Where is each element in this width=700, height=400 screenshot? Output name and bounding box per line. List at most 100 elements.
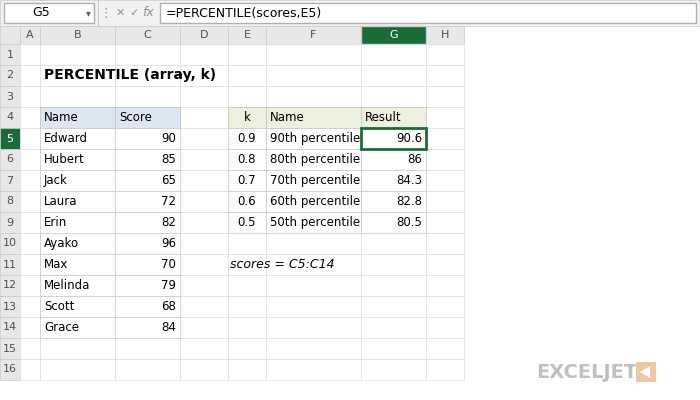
- Bar: [0, 65, 20, 86]
- Bar: [115, 107, 180, 128]
- Bar: [0, 212, 20, 233]
- Bar: [115, 275, 180, 296]
- Text: Name: Name: [44, 111, 78, 124]
- Bar: [40, 107, 115, 128]
- Text: 90.6: 90.6: [396, 132, 422, 145]
- Text: H: H: [441, 30, 449, 40]
- Text: ✕: ✕: [116, 8, 125, 18]
- Bar: [266, 128, 361, 149]
- Bar: [115, 317, 180, 338]
- Bar: [426, 86, 464, 107]
- Bar: [361, 107, 426, 128]
- Text: A: A: [26, 30, 34, 40]
- Text: 96: 96: [161, 237, 176, 250]
- Bar: [361, 44, 426, 65]
- Bar: [0, 26, 20, 44]
- Text: ✓: ✓: [130, 8, 139, 18]
- Text: 68: 68: [161, 300, 176, 313]
- Bar: [115, 65, 180, 86]
- Bar: [115, 26, 180, 44]
- Bar: [40, 149, 115, 170]
- Bar: [426, 107, 464, 128]
- Bar: [40, 296, 115, 317]
- Bar: [40, 191, 115, 212]
- Bar: [266, 254, 361, 275]
- Bar: [180, 65, 228, 86]
- Bar: [426, 359, 464, 380]
- Bar: [180, 149, 228, 170]
- Bar: [0, 254, 20, 275]
- Bar: [40, 128, 115, 149]
- Bar: [40, 212, 115, 233]
- Text: k: k: [244, 111, 251, 124]
- Text: 85: 85: [161, 153, 176, 166]
- Bar: [20, 275, 40, 296]
- Bar: [180, 86, 228, 107]
- Bar: [228, 338, 266, 359]
- Bar: [228, 359, 266, 380]
- Bar: [20, 107, 40, 128]
- Bar: [20, 149, 40, 170]
- Bar: [426, 44, 464, 65]
- Bar: [426, 128, 464, 149]
- Bar: [0, 107, 20, 128]
- Text: 11: 11: [3, 260, 17, 270]
- Bar: [266, 359, 361, 380]
- Bar: [40, 191, 115, 212]
- Bar: [228, 65, 266, 86]
- Bar: [228, 170, 266, 191]
- Text: 90th percentile: 90th percentile: [270, 132, 360, 145]
- Bar: [115, 254, 180, 275]
- Bar: [426, 275, 464, 296]
- Text: Melinda: Melinda: [44, 279, 90, 292]
- Text: 70th percentile: 70th percentile: [270, 174, 360, 187]
- Bar: [40, 170, 115, 191]
- Text: 7: 7: [6, 176, 13, 186]
- Text: 70: 70: [161, 258, 176, 271]
- Text: 80th percentile: 80th percentile: [270, 153, 360, 166]
- Bar: [20, 128, 40, 149]
- Bar: [180, 107, 228, 128]
- Text: Score: Score: [119, 111, 152, 124]
- Text: =PERCENTILE(scores,E5): =PERCENTILE(scores,E5): [166, 6, 322, 20]
- Bar: [115, 191, 180, 212]
- Bar: [228, 128, 266, 149]
- Bar: [20, 317, 40, 338]
- Bar: [361, 233, 426, 254]
- Bar: [266, 338, 361, 359]
- Bar: [361, 359, 426, 380]
- Bar: [20, 233, 40, 254]
- Bar: [266, 107, 361, 128]
- Bar: [0, 359, 20, 380]
- Bar: [361, 128, 426, 149]
- Bar: [115, 86, 180, 107]
- Bar: [40, 233, 115, 254]
- Bar: [426, 317, 464, 338]
- Text: C: C: [144, 30, 151, 40]
- Text: 1: 1: [6, 50, 13, 60]
- Bar: [40, 86, 115, 107]
- Text: Max: Max: [44, 258, 69, 271]
- Text: 0.5: 0.5: [238, 216, 256, 229]
- Bar: [20, 338, 40, 359]
- Text: 72: 72: [161, 195, 176, 208]
- Bar: [115, 317, 180, 338]
- Bar: [20, 86, 40, 107]
- Bar: [180, 233, 228, 254]
- Text: Grace: Grace: [44, 321, 79, 334]
- Bar: [0, 296, 20, 317]
- Polygon shape: [640, 366, 650, 378]
- Bar: [228, 233, 266, 254]
- Bar: [266, 65, 361, 86]
- Text: B: B: [74, 30, 81, 40]
- Bar: [180, 212, 228, 233]
- Text: 86: 86: [407, 153, 422, 166]
- Bar: [228, 149, 266, 170]
- Bar: [180, 275, 228, 296]
- Bar: [266, 149, 361, 170]
- Bar: [0, 317, 20, 338]
- Bar: [266, 212, 361, 233]
- Bar: [115, 212, 180, 233]
- Bar: [228, 191, 266, 212]
- Bar: [361, 26, 426, 44]
